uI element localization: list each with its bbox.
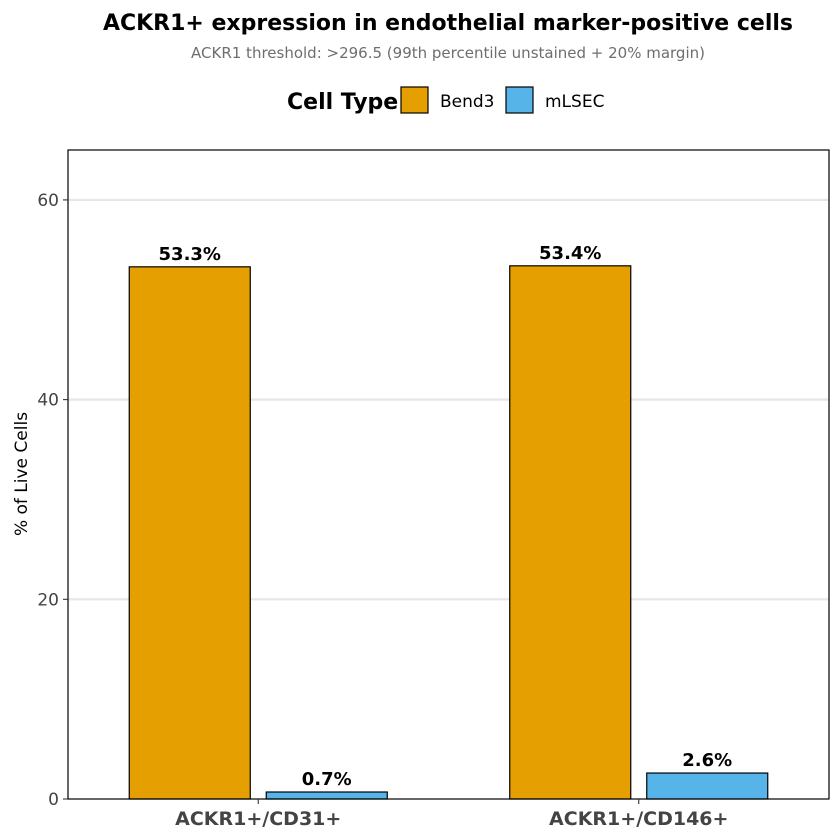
- data-labels: 53.3% 0.7% 53.4% 2.6%: [159, 243, 733, 790]
- bar-value-label: 0.7%: [302, 769, 352, 790]
- bar-bend3-1: [128, 266, 251, 800]
- bar-value-label: 53.4%: [539, 243, 601, 264]
- legend-title: Cell Type: [287, 90, 398, 115]
- bar-mlsec-2: [646, 772, 769, 800]
- x-category-label: ACKR1+/CD31+: [175, 808, 341, 830]
- bar-bend3-2: [509, 265, 632, 800]
- legend-label-bend3: Bend3: [440, 92, 495, 112]
- bar-mlsec-1: [265, 791, 388, 800]
- legend-swatch-mlsec: [505, 86, 534, 114]
- plot-panel-border: [67, 149, 830, 800]
- bars: [128, 265, 769, 800]
- y-tick-label: 0: [48, 790, 59, 810]
- y-tick-label: 60: [37, 191, 59, 211]
- chart-subtitle: ACKR1 threshold: >296.5 (99th percentile…: [191, 44, 705, 62]
- y-axis-title: % of Live Cells: [12, 412, 32, 536]
- axes: 0 20 40 60 ACKR1+/CD31+ ACKR1+/CD146+: [37, 191, 728, 830]
- legend-swatch-bend3: [400, 86, 429, 114]
- chart-title: ACKR1+ expression in endothelial marker-…: [103, 11, 793, 36]
- legend: Cell Type Bend3 mLSEC: [287, 86, 604, 115]
- bar-value-label: 53.3%: [159, 244, 221, 265]
- legend-label-mlsec: mLSEC: [545, 92, 604, 112]
- x-category-label: ACKR1+/CD146+: [549, 808, 728, 830]
- bar-value-label: 2.6%: [682, 750, 732, 771]
- y-tick-label: 20: [37, 590, 59, 610]
- y-tick-label: 40: [37, 391, 59, 411]
